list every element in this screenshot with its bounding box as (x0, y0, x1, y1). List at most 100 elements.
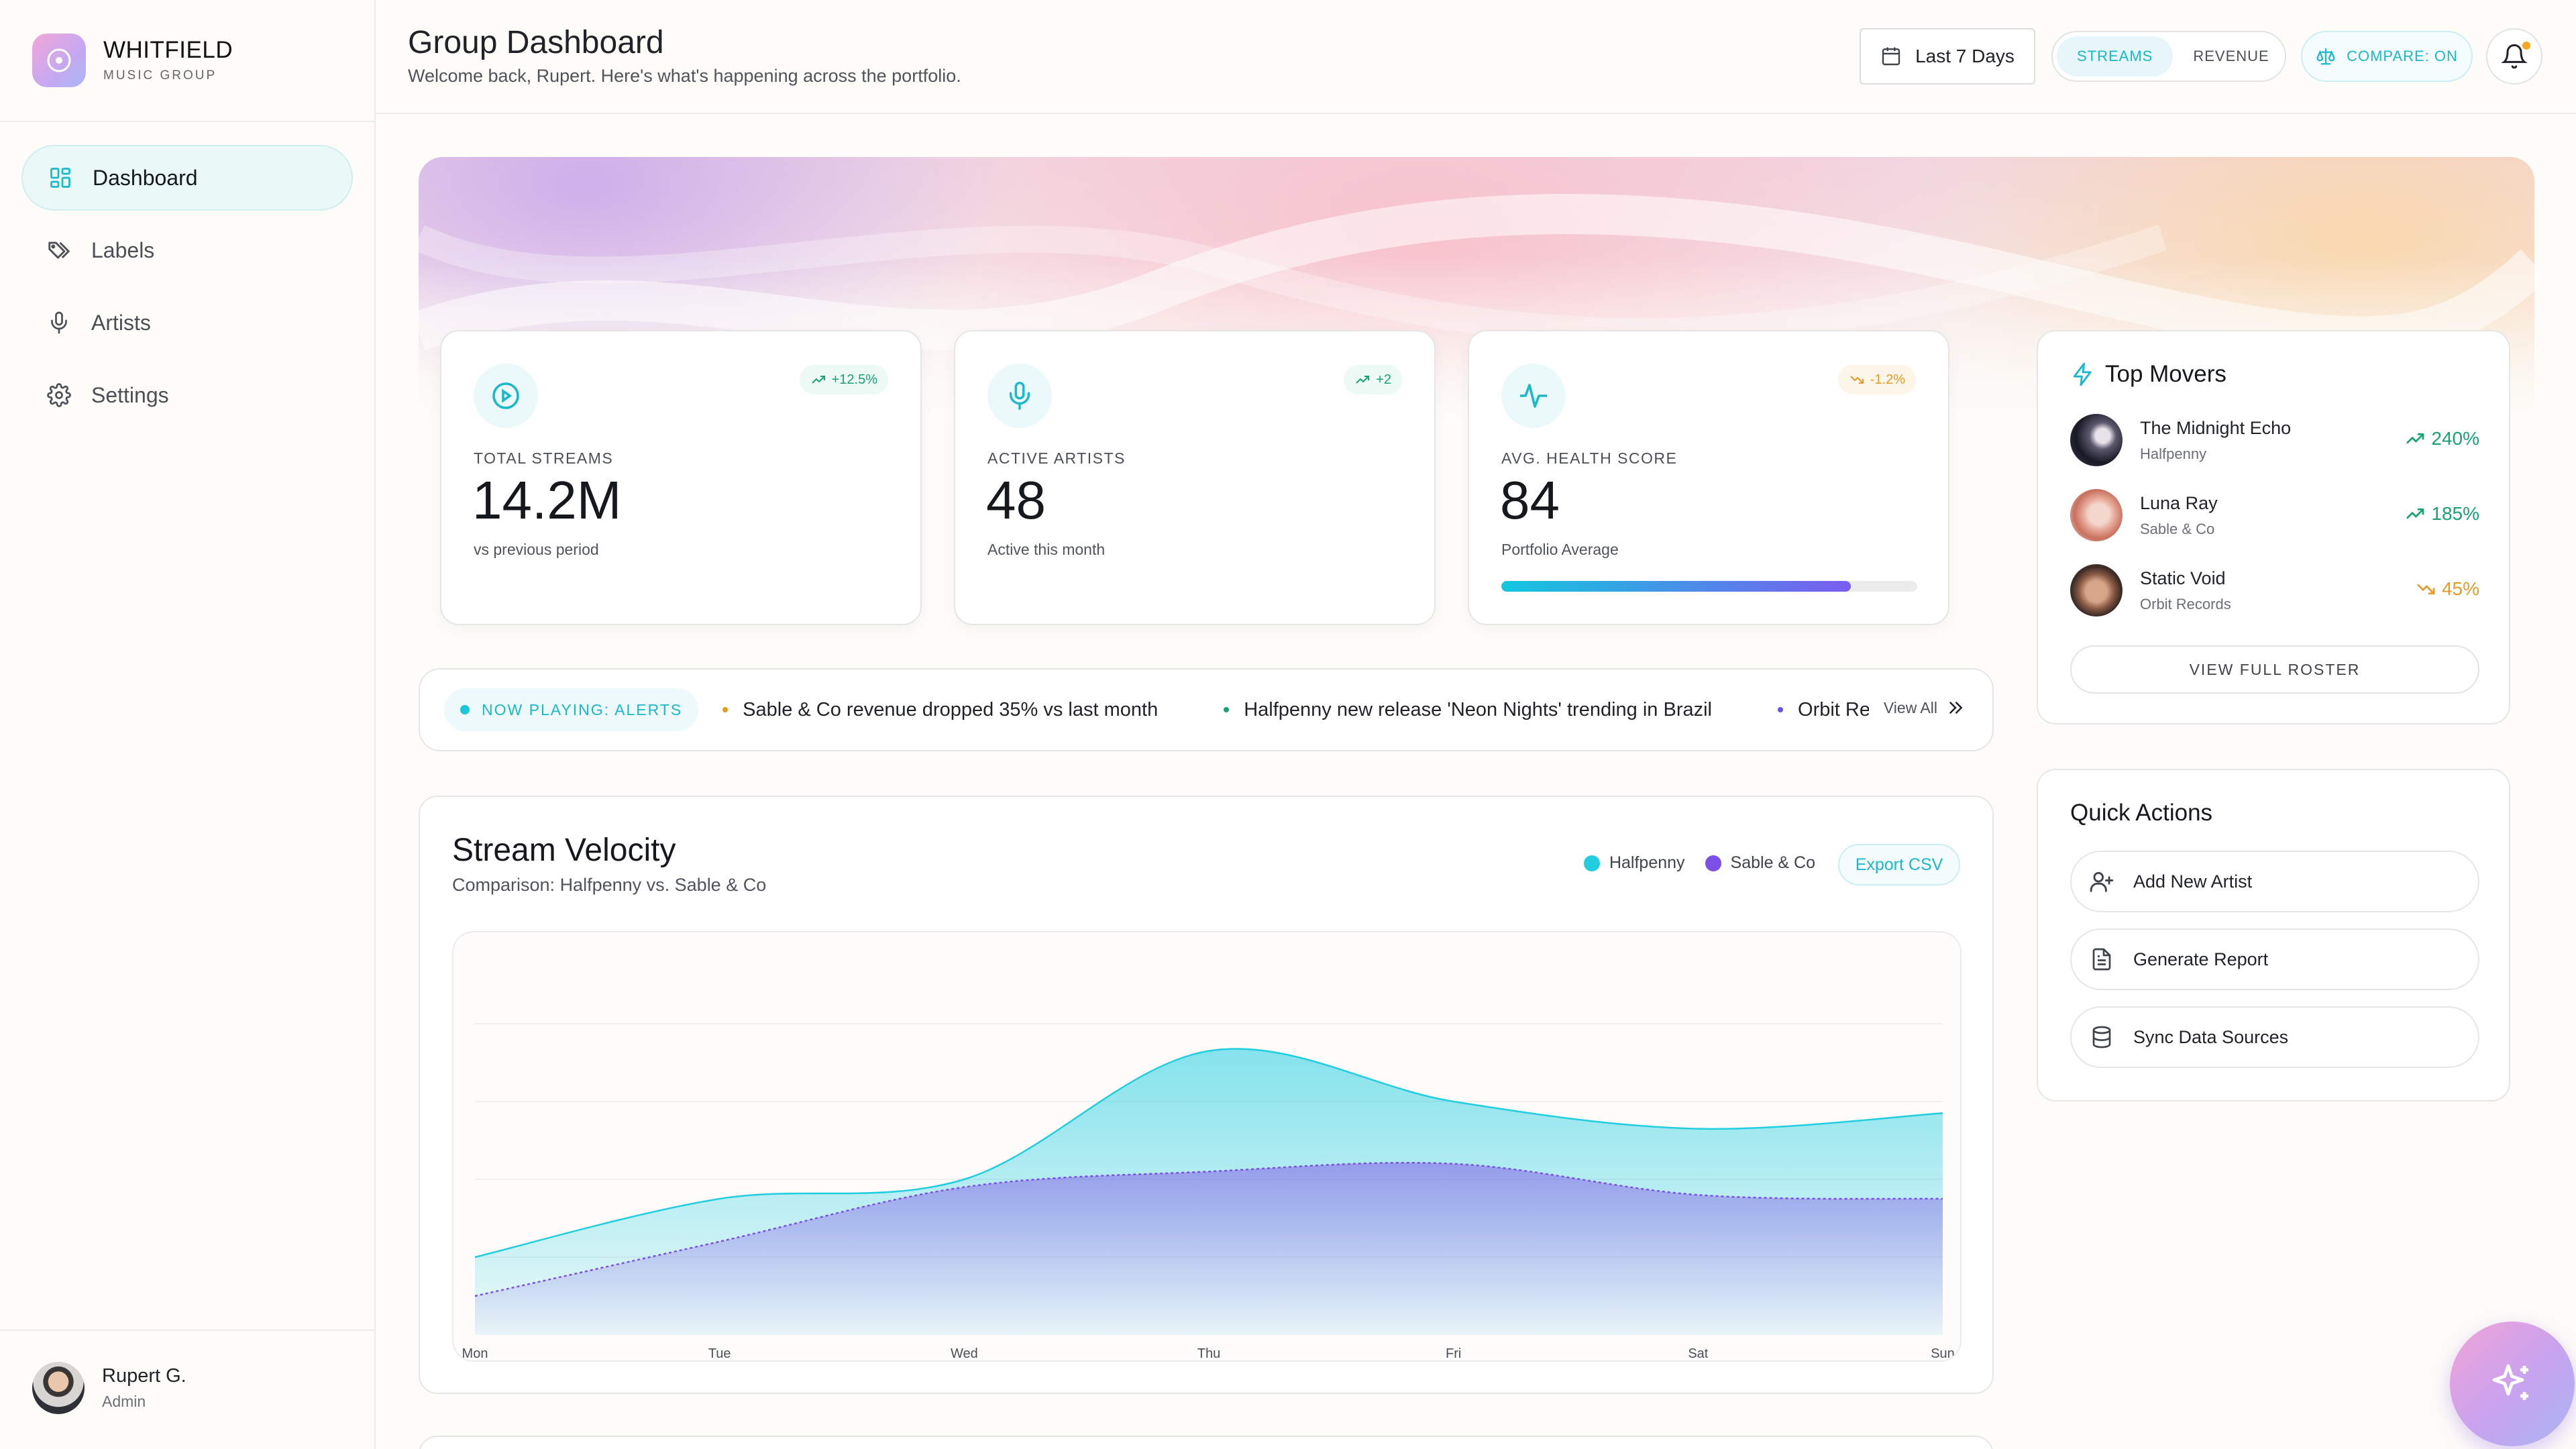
data-point[interactable] (1452, 1162, 1456, 1166)
trending-up-icon (2404, 503, 2426, 525)
data-point[interactable] (1207, 1169, 1211, 1173)
data-point[interactable] (718, 1197, 722, 1201)
data-point[interactable] (962, 1185, 966, 1189)
view-all-link[interactable]: View All (1868, 698, 1966, 718)
mover-change: 240% (2404, 428, 2479, 449)
stat-card-active-artists: +2 ACTIVE ARTISTS 48 Active this month (954, 330, 1436, 625)
user-profile[interactable]: Rupert G. Admin (32, 1362, 186, 1414)
x-tick-label: Thu (1197, 1346, 1220, 1361)
legend-label: Halfpenny (1609, 853, 1685, 872)
user-plus-icon (2088, 867, 2116, 896)
mover-row[interactable]: The Midnight Echo Halfpenny 240% (2070, 412, 2479, 468)
panel-title-label: Top Movers (2105, 361, 2226, 387)
stat-label: TOTAL STREAMS (474, 449, 614, 467)
chart-plot-area: Mon Tue Wed Thu Fri Sat Sun (452, 931, 1962, 1362)
mover-label: Orbit Records (2140, 595, 2231, 612)
sidebar-item-dashboard[interactable]: Dashboard (21, 145, 353, 211)
legend-swatch (1705, 855, 1721, 871)
sidebar-item-labels[interactable]: Labels (21, 217, 353, 283)
stat-card-health-score: -1.2% AVG. HEALTH SCORE 84 Portfolio Ave… (1468, 330, 1949, 625)
mover-change-value: 45% (2441, 578, 2479, 599)
trending-down-icon (1849, 372, 1865, 388)
divider (0, 121, 374, 122)
data-point[interactable] (473, 1255, 477, 1259)
mover-name: The Midnight Echo (2140, 417, 2292, 438)
trend-badge: -1.2% (1837, 365, 1916, 394)
x-tick-label: Sun (1931, 1346, 1955, 1361)
brand[interactable]: WHITFIELD MUSIC GROUP (32, 34, 233, 87)
alerts-tag-label: NOW PLAYING: ALERTS (482, 700, 683, 718)
data-point[interactable] (1696, 1127, 1700, 1131)
sidebar-item-label: Dashboard (93, 165, 198, 190)
brand-name: WHITFIELD (103, 36, 233, 63)
data-point[interactable] (1941, 1111, 1945, 1115)
ai-assistant-button[interactable] (2450, 1322, 2575, 1446)
health-progress-fill (1501, 581, 1851, 592)
mover-row[interactable]: Luna Ray Sable & Co 185% (2070, 487, 2479, 543)
mover-name: Luna Ray (2140, 492, 2218, 513)
sidebar-item-label: Settings (91, 382, 169, 407)
stream-velocity-card: Stream Velocity Comparison: Halfpenny vs… (419, 796, 1994, 1394)
series-area-sable-co (475, 1163, 1943, 1335)
trending-up-icon (1354, 372, 1371, 388)
data-point[interactable] (962, 1177, 966, 1181)
data-point[interactable] (1941, 1197, 1945, 1201)
export-csv-button[interactable]: Export CSV (1838, 844, 1960, 885)
page-title: Group Dashboard (408, 25, 664, 60)
legend-item-sable-co[interactable]: Sable & Co (1705, 853, 1815, 873)
data-point[interactable] (1452, 1099, 1456, 1104)
stat-note: Active this month (987, 541, 1106, 558)
gear-icon (46, 382, 72, 409)
notifications-button[interactable] (2486, 28, 2542, 85)
toggle-streams[interactable]: STREAMS (2057, 36, 2174, 76)
stat-value: 14.2M (472, 470, 622, 530)
alert-text: Halfpenny new release 'Neon Nights' tren… (1244, 698, 1713, 720)
trend-value: +2 (1376, 372, 1391, 387)
alert-dot (722, 707, 729, 712)
alert-item[interactable]: Halfpenny new release 'Neon Nights' tren… (1224, 699, 1712, 721)
mover-label: Halfpenny (2140, 445, 2207, 462)
data-point[interactable] (1696, 1193, 1700, 1197)
sync-data-sources-button[interactable]: Sync Data Sources (2070, 1006, 2479, 1068)
stat-label: AVG. HEALTH SCORE (1501, 449, 1678, 467)
page-subtitle: Welcome back, Rupert. Here's what's happ… (408, 66, 961, 86)
sidebar-item-settings[interactable]: Settings (21, 362, 353, 428)
mover-change-value: 240% (2431, 428, 2479, 449)
data-point[interactable] (473, 1294, 477, 1298)
quick-action-label: Sync Data Sources (2133, 1026, 2289, 1047)
data-point[interactable] (1207, 1049, 1211, 1053)
bell-icon (2501, 43, 2528, 70)
chart-subtitle: Comparison: Halfpenny vs. Sable & Co (452, 875, 767, 895)
user-role: Admin (102, 1393, 146, 1410)
generate-report-button[interactable]: Generate Report (2070, 928, 2479, 990)
view-full-roster-button[interactable]: VIEW FULL ROSTER (2070, 645, 2479, 694)
top-movers-title: Top Movers (2070, 361, 2226, 388)
compare-button[interactable]: COMPARE: ON (2301, 31, 2473, 82)
mover-label: Sable & Co (2140, 520, 2215, 537)
x-tick-label: Tue (708, 1346, 731, 1361)
toggle-revenue[interactable]: REVENUE (2193, 48, 2269, 64)
stream-velocity-chart: Mon Tue Wed Thu Fri Sat Sun (462, 1023, 1955, 1361)
date-range-button[interactable]: Last 7 Days (1860, 28, 2035, 85)
alert-dot (1224, 707, 1230, 712)
series-line-halfpenny[interactable] (474, 1048, 1943, 1258)
play-circle-icon (474, 364, 538, 428)
double-chevron-right-icon (1945, 698, 1966, 718)
add-new-artist-button[interactable]: Add New Artist (2070, 851, 2479, 912)
alert-text: Sable & Co revenue dropped 35% vs last m… (743, 698, 1159, 720)
user-name: Rupert G. (102, 1365, 186, 1387)
mover-change: 185% (2404, 503, 2479, 525)
alert-item[interactable]: Sable & Co revenue dropped 35% vs last m… (722, 699, 1158, 721)
avatar (32, 1362, 85, 1414)
series-line-sable-co[interactable] (474, 1161, 1943, 1297)
legend-item-halfpenny[interactable]: Halfpenny (1583, 853, 1685, 873)
sidebar-item-artists[interactable]: Artists (21, 290, 353, 356)
stat-value: 84 (1500, 470, 1560, 530)
quick-action-label: Generate Report (2133, 949, 2269, 969)
brand-subtitle: MUSIC GROUP (103, 68, 217, 83)
next-section-card (419, 1436, 1994, 1449)
data-point[interactable] (718, 1240, 722, 1244)
mover-row[interactable]: Static Void Orbit Records 45% (2070, 562, 2479, 619)
alert-dot (1778, 707, 1784, 712)
microphone-icon (987, 364, 1052, 428)
